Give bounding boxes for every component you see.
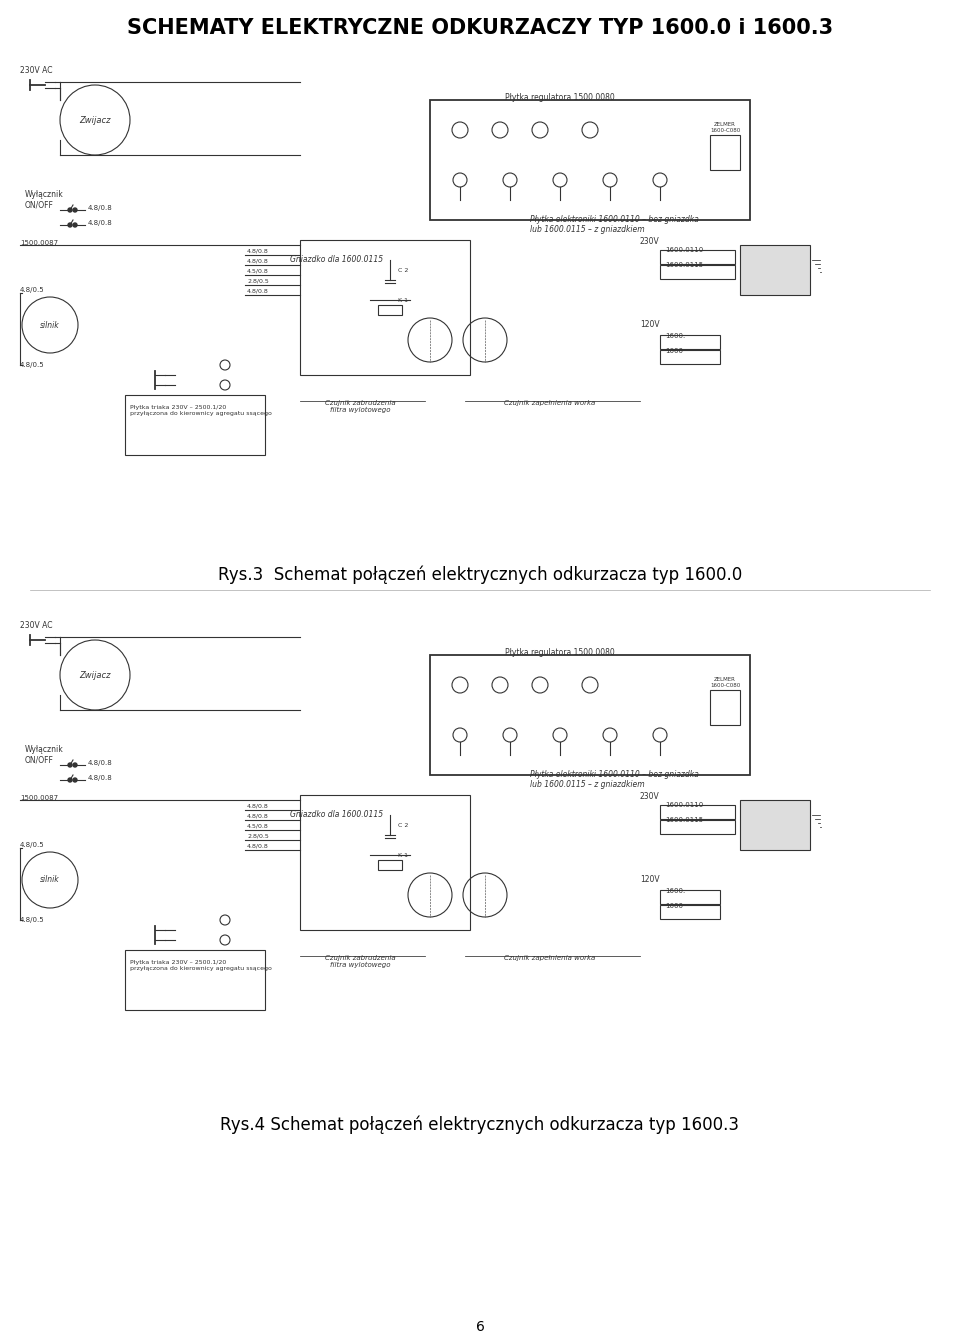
Text: 4.8/0.5: 4.8/0.5	[20, 362, 44, 367]
Text: Czujnik zapełnienia worka: Czujnik zapełnienia worka	[504, 955, 595, 961]
Text: C 2: C 2	[398, 267, 408, 272]
Text: 1600.0110: 1600.0110	[665, 247, 704, 253]
Text: 4.8/0.8: 4.8/0.8	[88, 760, 112, 766]
Polygon shape	[740, 245, 810, 295]
Text: K 1: K 1	[398, 298, 408, 303]
Text: Rys.3  Schemat połączeń elektrycznych odkurzacza typ 1600.0: Rys.3 Schemat połączeń elektrycznych odk…	[218, 565, 742, 583]
Text: 230V AC: 230V AC	[20, 66, 53, 75]
Text: 4.8/0.8: 4.8/0.8	[88, 205, 112, 211]
Text: SCHEMATY ELEKTRYCZNE ODKURZACZY TYP 1600.0 i 1600.3: SCHEMATY ELEKTRYCZNE ODKURZACZY TYP 1600…	[127, 17, 833, 38]
Text: Gniazdko dla 1600.0115: Gniazdko dla 1600.0115	[290, 810, 383, 819]
Text: Płytka triaka 230V – 2500.1/20
przyłączona do kierownicy agregatu ssącego: Płytka triaka 230V – 2500.1/20 przyłączo…	[130, 405, 272, 416]
Text: 230V: 230V	[640, 793, 660, 801]
Text: 4.8/0.5: 4.8/0.5	[20, 287, 44, 292]
Text: Płytka regulatora 1500.0080: Płytka regulatora 1500.0080	[505, 93, 614, 102]
Text: 1600.0115: 1600.0115	[665, 817, 703, 823]
Text: 4.8/0.5: 4.8/0.5	[20, 917, 44, 923]
Circle shape	[68, 223, 72, 227]
Text: 4.8/0.8: 4.8/0.8	[247, 288, 269, 292]
Text: 120V: 120V	[640, 874, 660, 884]
Text: 4.8/0.8: 4.8/0.8	[88, 775, 112, 780]
Text: 4.8/0.5: 4.8/0.5	[20, 842, 44, 848]
Circle shape	[73, 208, 77, 212]
Text: 1600: 1600	[665, 349, 683, 354]
Text: Czujnik zapełnienia worka: Czujnik zapełnienia worka	[504, 400, 595, 406]
Circle shape	[68, 208, 72, 212]
Text: C 2: C 2	[398, 822, 408, 827]
Text: Gniazdko dla 1600.0115: Gniazdko dla 1600.0115	[290, 255, 383, 264]
Text: 4.8/0.8: 4.8/0.8	[247, 257, 269, 263]
Text: 2.8/0.5: 2.8/0.5	[247, 278, 269, 283]
Text: silnik: silnik	[40, 876, 60, 885]
Text: 4.8/0.8: 4.8/0.8	[88, 220, 112, 227]
Circle shape	[73, 223, 77, 227]
Text: 2.8/0.5: 2.8/0.5	[247, 833, 269, 838]
Text: 1600: 1600	[665, 902, 683, 909]
Text: silnik: silnik	[40, 320, 60, 330]
Text: 4.8/0.8: 4.8/0.8	[247, 813, 269, 818]
Text: Czujnik zabrudzenia
filtra wylotowego: Czujnik zabrudzenia filtra wylotowego	[324, 400, 396, 413]
Text: Wyłącznik
ON/OFF: Wyłącznik ON/OFF	[25, 190, 63, 209]
Circle shape	[73, 778, 77, 782]
Text: Płytka triaka 230V – 2500.1/20
przyłączona do kierownicy agregatu ssącego: Płytka triaka 230V – 2500.1/20 przyłączo…	[130, 960, 272, 971]
Text: Zwijacz: Zwijacz	[80, 115, 110, 125]
Text: Płytka regulatora 1500.0080: Płytka regulatora 1500.0080	[505, 648, 614, 657]
Text: 230V AC: 230V AC	[20, 621, 53, 630]
Text: 230V: 230V	[640, 237, 660, 245]
Text: 4.5/0.8: 4.5/0.8	[247, 268, 269, 274]
Text: 1600.: 1600.	[665, 333, 685, 339]
Text: 4.8/0.8: 4.8/0.8	[247, 248, 269, 253]
Circle shape	[68, 763, 72, 767]
Text: 1500.0087: 1500.0087	[20, 795, 59, 801]
Text: 120V: 120V	[640, 320, 660, 329]
Text: K 1: K 1	[398, 853, 408, 858]
Circle shape	[68, 778, 72, 782]
Polygon shape	[740, 801, 810, 850]
Text: Płytka elektroniki 1600.0110 – bez gniazdka
lub 1600.0115 – z gniazdkiem: Płytka elektroniki 1600.0110 – bez gniaz…	[530, 215, 699, 235]
Text: ZELMER
1600-C080: ZELMER 1600-C080	[709, 122, 740, 133]
Circle shape	[73, 763, 77, 767]
Text: ZELMER
1600-C080: ZELMER 1600-C080	[709, 677, 740, 688]
Text: 4.8/0.8: 4.8/0.8	[247, 843, 269, 848]
Text: Zwijacz: Zwijacz	[80, 670, 110, 680]
Text: 4.8/0.8: 4.8/0.8	[247, 803, 269, 809]
Text: Rys.4 Schemat połączeń elektrycznych odkurzacza typ 1600.3: Rys.4 Schemat połączeń elektrycznych odk…	[221, 1114, 739, 1133]
Text: 4.5/0.8: 4.5/0.8	[247, 823, 269, 827]
Text: 1600.: 1600.	[665, 888, 685, 894]
Text: 1500.0087: 1500.0087	[20, 240, 59, 245]
Text: 6: 6	[475, 1320, 485, 1334]
Text: Wyłącznik
ON/OFF: Wyłącznik ON/OFF	[25, 746, 63, 764]
Text: 1600.0110: 1600.0110	[665, 802, 704, 809]
Text: Czujnik zabrudzenia
filtra wylotowego: Czujnik zabrudzenia filtra wylotowego	[324, 955, 396, 968]
Text: Płytka elektroniki 1600.0110 – bez gniazdka
lub 1600.0115 – z gniazdkiem: Płytka elektroniki 1600.0110 – bez gniaz…	[530, 770, 699, 790]
Text: 1600.0115: 1600.0115	[665, 261, 703, 268]
